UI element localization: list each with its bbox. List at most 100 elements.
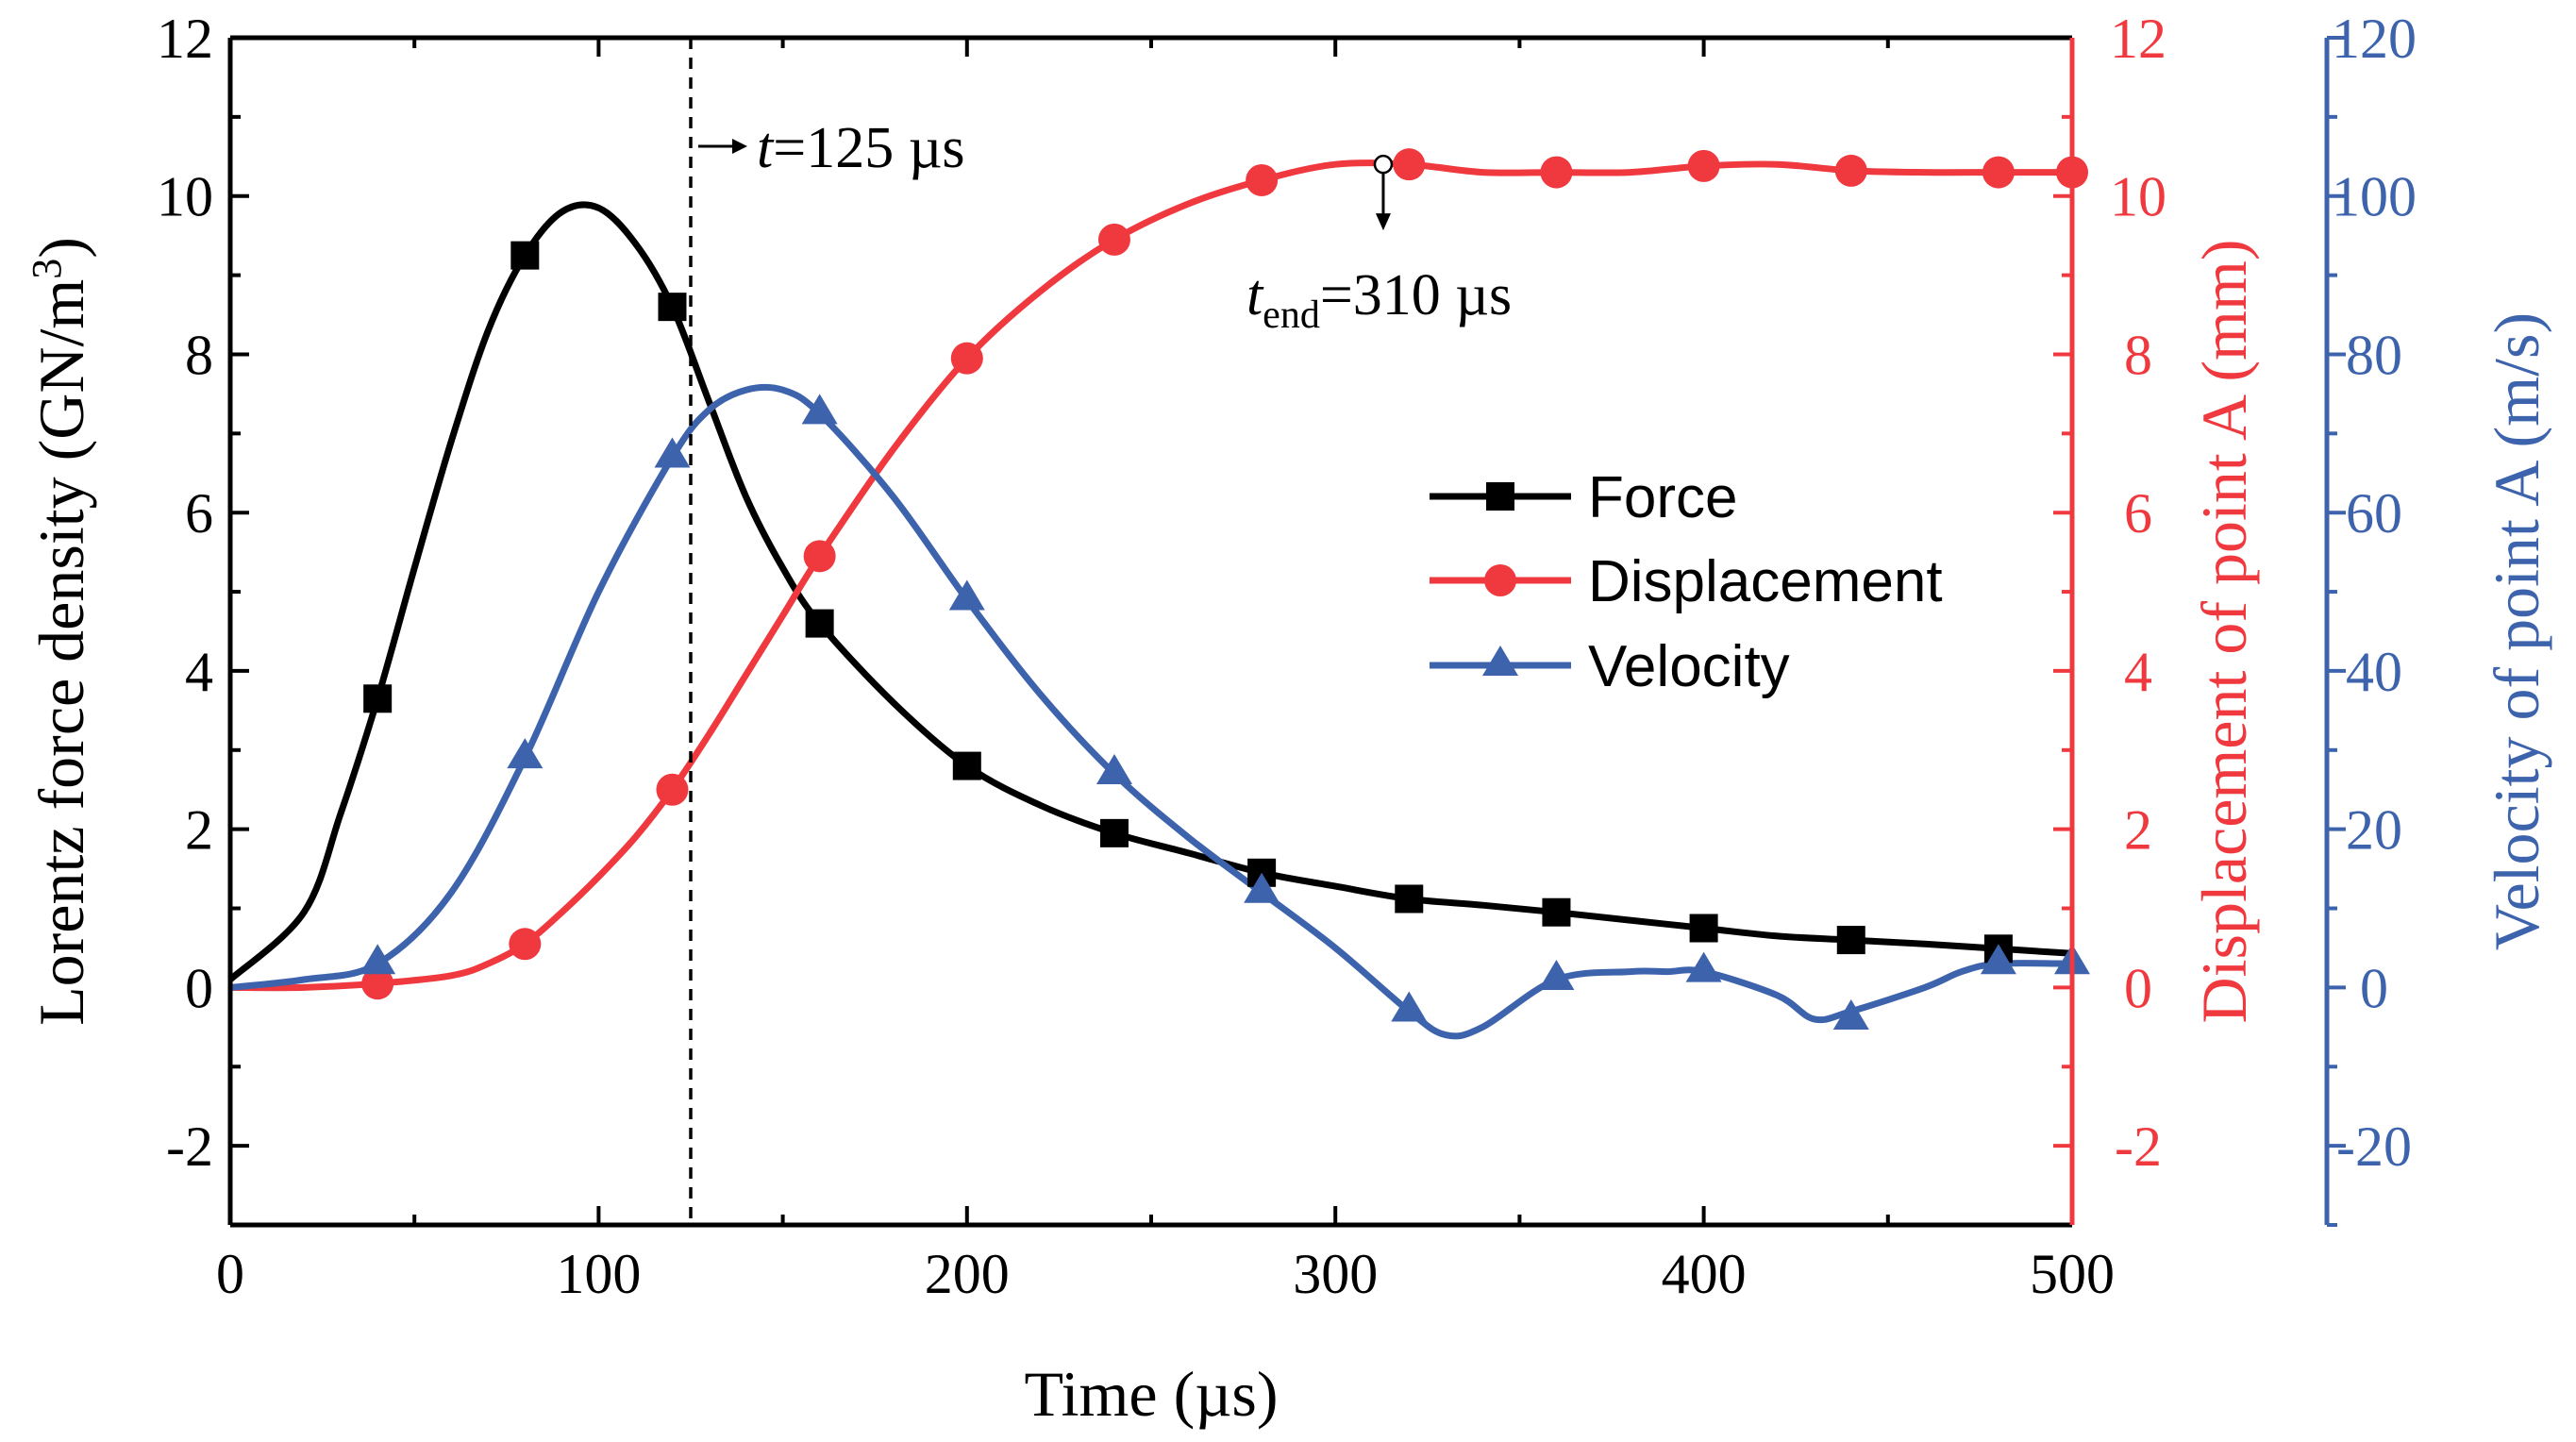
displacement-data-point [1687, 149, 1720, 182]
tend-arrowhead [1375, 213, 1391, 231]
force-data-point [1099, 818, 1129, 847]
displacement-tick-label: 2 [2124, 799, 2152, 862]
left-tick-label: 4 [185, 641, 213, 703]
annotation-t125: t=125 µs [689, 38, 965, 1225]
annotation-t125-rest: =125 µs [773, 116, 964, 180]
legend-item-velocity: Velocity [1430, 634, 1790, 699]
displacement-data-point [950, 342, 983, 375]
x-tick-label: 300 [1293, 1243, 1378, 1305]
vertical-line-arrowhead [732, 139, 747, 154]
displacement-tick-label: -2 [2115, 1115, 2162, 1178]
velocity-data-point [1096, 753, 1132, 784]
velocity-data-point [801, 394, 838, 425]
displacement-data-point [1246, 163, 1279, 196]
annotation-tend-italic: t [1246, 263, 1264, 327]
legend-displacement-label: Displacement [1588, 549, 1943, 614]
velocity-tick-label: 120 [2332, 8, 2417, 70]
velocity-data-point [1685, 951, 1722, 982]
displacement-data-point [803, 540, 836, 573]
velocity-tick-label: 60 [2346, 482, 2402, 545]
legend-force-label: Force [1588, 465, 1737, 530]
annotation-tend-rest: =310 µs [1320, 263, 1512, 327]
displacement-tick-label: 6 [2124, 482, 2152, 545]
left-tick-label: 0 [185, 957, 213, 1019]
velocity-data-point [1244, 872, 1280, 903]
velocity-data-point [948, 579, 985, 611]
x-axis-ticks: 0 100 200 300 400 500 [216, 38, 2115, 1305]
force-data-point [363, 684, 393, 713]
displacement-data-point [1982, 156, 2015, 189]
annotation-t125-label: t=125 µs [757, 116, 965, 180]
displacement-data-point [1393, 148, 1426, 181]
force-data-point [1836, 926, 1865, 955]
left-axis-title-close: ) [25, 237, 97, 259]
force-data-point [510, 241, 540, 270]
left-tick-label: 10 [157, 166, 213, 228]
left-tick-label: 2 [185, 799, 213, 862]
left-axis-title: Lorentz force density (GN/m3) [24, 237, 97, 1026]
left-axis-title-base: Lorentz force density (GN/m [25, 279, 97, 1026]
force-data-point [1542, 897, 1571, 927]
x-tick-label: 0 [216, 1243, 244, 1305]
tend-marker-circle [1373, 154, 1394, 175]
force-data-point [658, 293, 687, 322]
velocity-data-point [1538, 960, 1575, 991]
velocity-axis-ticks: -20 0 20 40 60 80 100 120 [2327, 8, 2417, 1227]
displacement-data-point [509, 928, 542, 961]
legend-item-force: Force [1430, 465, 1737, 530]
velocity-data-point [654, 437, 691, 468]
x-tick-label: 400 [1662, 1243, 1747, 1305]
displacement-tick-label: 8 [2124, 324, 2152, 386]
displacement-data-point [361, 967, 394, 1000]
annotation-tend-sub: end [1263, 293, 1320, 337]
left-tick-label: 12 [157, 8, 213, 70]
velocity-series-line [230, 383, 2072, 1040]
velocity-tick-label: 40 [2346, 641, 2402, 703]
legend-force-marker [1486, 482, 1514, 511]
velocity-tick-label: 0 [2360, 957, 2388, 1019]
velocity-axis-title: Velocity of point A (m/s) [2481, 312, 2552, 950]
displacement-data-point [1097, 223, 1130, 256]
axes-frame [227, 35, 2330, 1228]
displacement-tick-label: 10 [2110, 166, 2166, 228]
x-axis-title: Time (µs) [1024, 1358, 1278, 1430]
displacement-data-point [1540, 156, 1573, 189]
annotation-tend: tend=310 µs [1246, 154, 1512, 337]
velocity-tick-label: 20 [2346, 799, 2402, 862]
marker-layer [360, 148, 2090, 1030]
velocity-data-point [507, 738, 544, 769]
left-axis-ticks: -2 0 2 4 6 8 10 12 [157, 8, 249, 1227]
force-series-line [230, 201, 2072, 983]
legend-velocity-label: Velocity [1588, 634, 1790, 699]
displacement-data-point [1834, 154, 1867, 187]
force-data-point [952, 751, 981, 780]
x-tick-label: 200 [925, 1243, 1010, 1305]
force-data-point [1395, 884, 1424, 914]
legend-velocity-marker [1482, 646, 1518, 676]
x-tick-label: 100 [556, 1243, 641, 1305]
left-tick-label: -2 [166, 1115, 213, 1178]
velocity-data-point [360, 944, 396, 975]
left-tick-label: 6 [185, 482, 213, 545]
velocity-tick-label: 100 [2332, 166, 2417, 228]
annotation-t125-italic: t [757, 116, 775, 180]
legend-item-displacement: Displacement [1430, 549, 1943, 614]
displacement-axis-ticks: -2 0 2 4 6 8 10 12 [2053, 8, 2166, 1227]
velocity-tick-label: -20 [2336, 1115, 2412, 1178]
displacement-tick-label: 12 [2110, 8, 2166, 70]
displacement-data-point [656, 773, 689, 806]
legend: Force Displacement Velocity [1430, 465, 1943, 699]
velocity-tick-label: 80 [2346, 324, 2402, 386]
displacement-tick-label: 0 [2124, 957, 2152, 1019]
left-axis-title-sup: 3 [24, 259, 70, 279]
velocity-data-point [1832, 998, 1869, 1030]
x-tick-label: 500 [2030, 1243, 2115, 1305]
force-data-point [1689, 914, 1718, 943]
force-data-point [805, 609, 834, 638]
left-tick-label: 8 [185, 324, 213, 386]
legend-displacement-marker [1484, 564, 1516, 596]
velocity-data-point [1980, 944, 2016, 975]
displacement-tick-label: 4 [2124, 641, 2152, 703]
annotation-tend-label: tend=310 µs [1246, 263, 1512, 337]
